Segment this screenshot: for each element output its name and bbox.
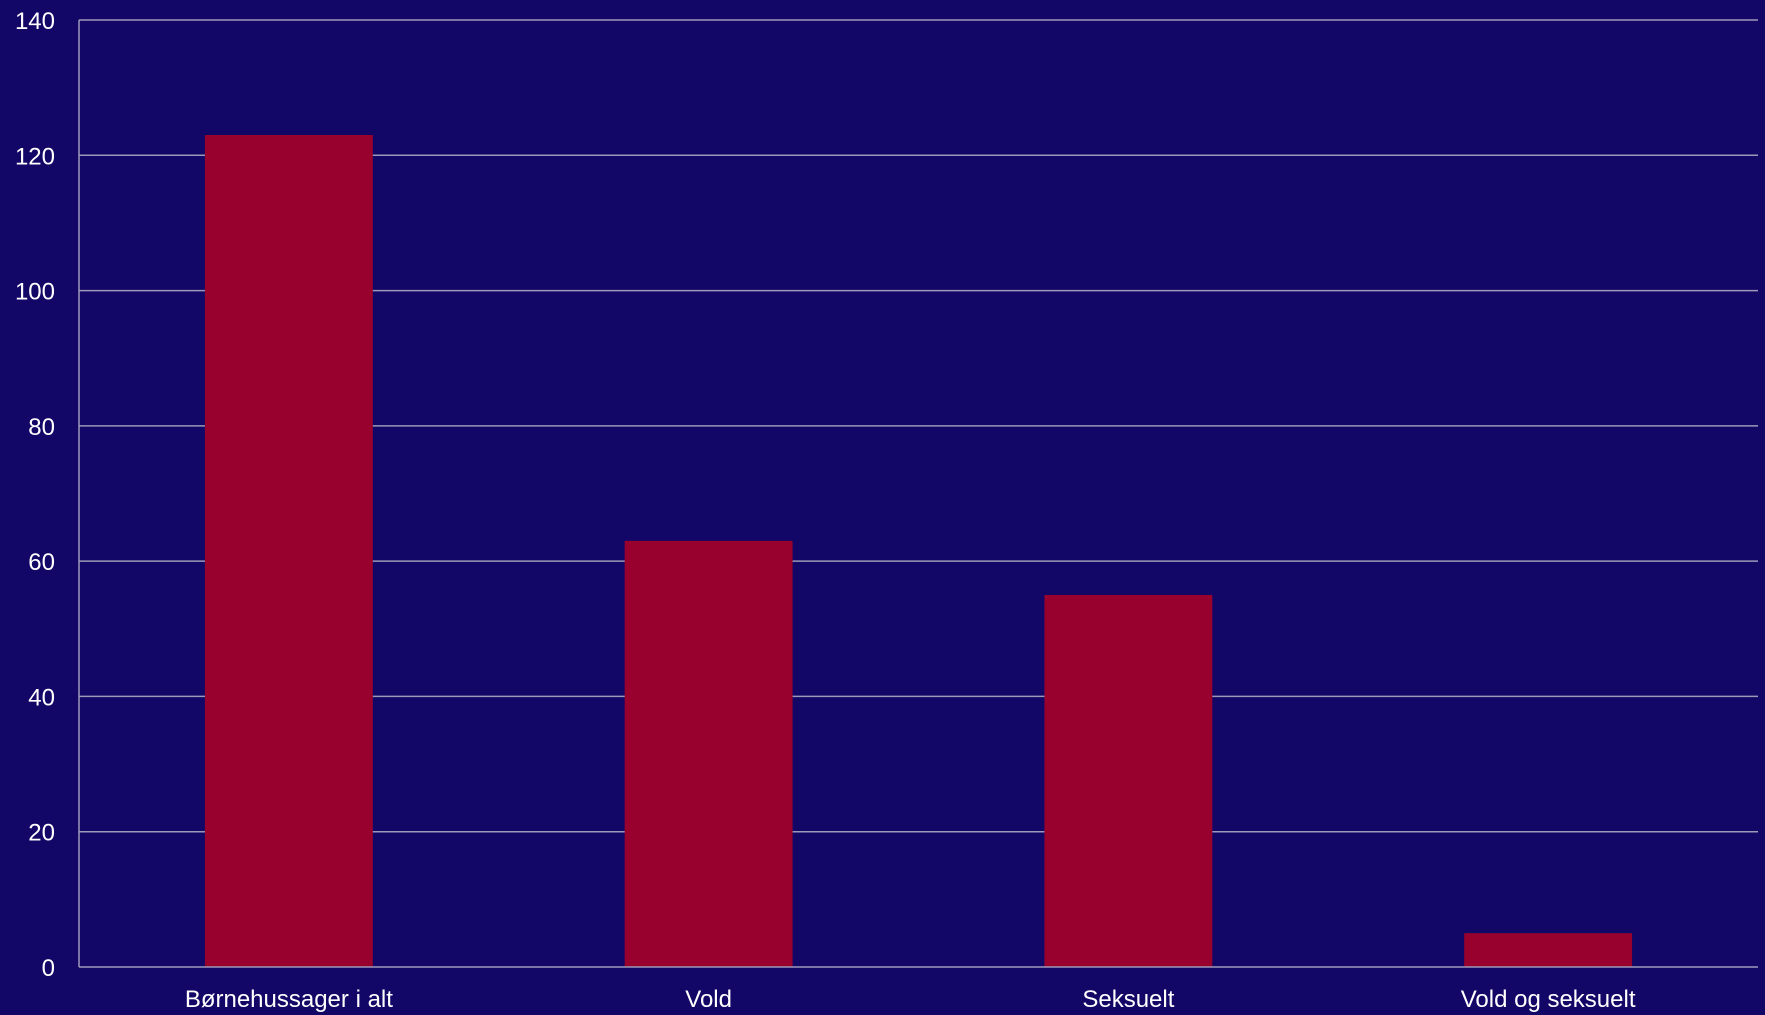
axes	[78, 20, 1758, 968]
x-tick-label: Vold	[685, 986, 732, 1013]
x-tick-label: Vold og seksuelt	[1461, 986, 1636, 1013]
bars	[204, 134, 1633, 967]
y-tick-label: 20	[28, 820, 55, 847]
y-tick-labels: 0 20 40 60 80 100 120 140	[15, 8, 55, 982]
y-tick-label: 80	[28, 414, 55, 441]
y-tick-label: 60	[28, 549, 55, 576]
y-tick-label: 100	[15, 279, 55, 306]
x-tick-label: Børnehussager i alt	[185, 986, 393, 1013]
x-tick-labels: Børnehussager i alt Vold Seksuelt Vold og s…	[185, 986, 1636, 1013]
bar-1	[204, 134, 373, 967]
y-tick-label: 140	[15, 8, 55, 35]
bar-3	[1044, 594, 1213, 967]
y-tick-label: 40	[28, 684, 55, 711]
bar-2	[624, 540, 793, 967]
x-tick-label: Seksuelt	[1082, 986, 1174, 1013]
y-tick-label: 0	[42, 955, 55, 982]
bar-4	[1464, 933, 1633, 967]
y-tick-label: 120	[15, 143, 55, 170]
